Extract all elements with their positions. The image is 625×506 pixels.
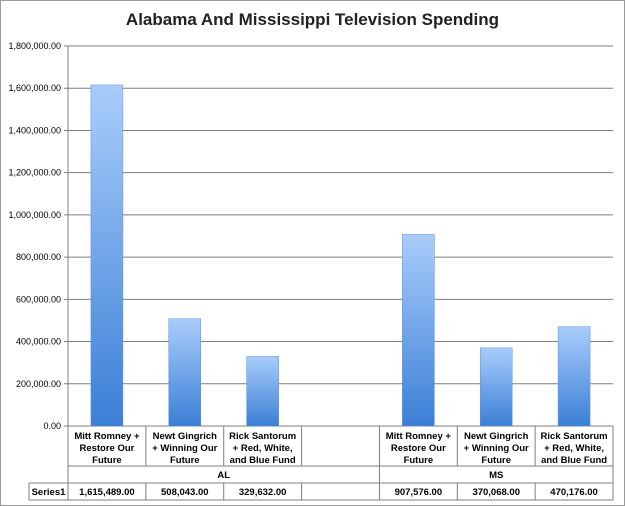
bar <box>90 84 124 427</box>
category-label: Future <box>92 455 122 466</box>
data-label: 907,576.00 <box>395 487 443 498</box>
y-axis: 0.00 200,000.00 400,000.00 600,000.00 800,00… <box>8 41 69 431</box>
y-tick-label: 1,000,000.00 <box>8 210 61 220</box>
bar <box>479 347 513 427</box>
y-tick-label: 0.00 <box>43 421 61 431</box>
data-label: 329,632.00 <box>239 487 287 498</box>
data-label: 508,043.00 <box>161 487 209 498</box>
category-label: Mitt Romney + <box>386 431 452 442</box>
y-tick-label: 600,000.00 <box>16 294 61 304</box>
bar <box>246 356 279 427</box>
y-tick-label: 200,000.00 <box>16 379 61 389</box>
category-label: and Blue Fund <box>230 455 296 466</box>
chart-title: Alabama And Mississippi Television Spend… <box>125 10 500 29</box>
y-tick-label: 400,000.00 <box>16 337 61 347</box>
category-label: Future <box>170 455 200 466</box>
category-label: Future <box>404 455 434 466</box>
category-label: Newt Gingrich <box>464 431 529 442</box>
y-tick-label: 1,800,000.00 <box>8 41 61 51</box>
y-tick-label: 1,600,000.00 <box>8 83 61 93</box>
group-label: AL <box>217 470 230 481</box>
bar <box>168 318 202 427</box>
category-label: Restore Our <box>79 443 134 454</box>
bars <box>90 84 591 427</box>
y-tick-label: 1,400,000.00 <box>8 125 61 135</box>
category-label: Mitt Romney + <box>74 431 140 442</box>
category-label: Future <box>481 455 511 466</box>
group-label: MS <box>489 470 503 481</box>
category-label: Restore Our <box>391 443 446 454</box>
category-label: + Winning Our <box>152 443 217 454</box>
y-tick-label: 1,200,000.00 <box>8 168 61 178</box>
gridlines <box>64 45 613 427</box>
category-label: + Red, White, <box>544 443 604 454</box>
category-label: Rick Santorum <box>541 431 608 442</box>
category-label: Rick Santorum <box>229 431 296 442</box>
y-tick-label: 800,000.00 <box>16 252 61 262</box>
data-label: 370,068.00 <box>472 487 520 498</box>
series-name: Series1 <box>32 487 67 498</box>
bar <box>557 326 591 427</box>
category-label: Newt Gingrich <box>153 431 218 442</box>
category-label: + Winning Our <box>464 443 529 454</box>
category-label: + Red, White, <box>233 443 293 454</box>
category-label: and Blue Fund <box>541 455 607 466</box>
data-label: 470,176.00 <box>550 487 598 498</box>
bar <box>402 234 435 427</box>
data-label: 1,615,489.00 <box>79 487 134 498</box>
